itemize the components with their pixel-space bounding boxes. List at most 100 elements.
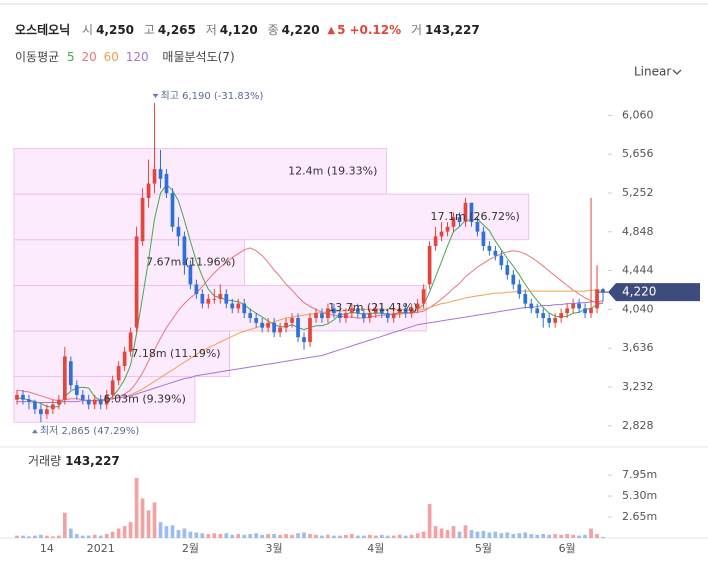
volume-bar — [535, 534, 540, 538]
volume-bar — [367, 534, 372, 538]
candle-body — [152, 169, 157, 184]
volume-bar — [92, 534, 97, 538]
volume-bar — [33, 535, 37, 538]
volume-bar — [361, 535, 366, 538]
volume-bar — [158, 522, 163, 538]
volume-bar — [140, 498, 145, 538]
profile-bar — [13, 330, 230, 378]
candle-body — [15, 394, 19, 400]
candle-body — [559, 313, 564, 319]
volume-title-label: 거래량 — [28, 454, 61, 468]
candle-body — [308, 318, 312, 343]
candle-body — [74, 385, 79, 395]
candle-body — [158, 169, 163, 179]
volume-bar — [320, 535, 324, 538]
volume-bar — [475, 531, 480, 538]
volume-bar — [541, 534, 546, 538]
ma-legend: 60 — [104, 50, 119, 64]
candle-body — [194, 284, 199, 295]
volume-bar — [583, 534, 587, 538]
volume-bar — [56, 535, 61, 538]
volume-bar — [469, 530, 474, 538]
x-tick-label: 2021 — [87, 542, 115, 555]
candle-body — [164, 173, 169, 194]
volume-bar — [445, 530, 450, 538]
y-tick-label: 6,060 — [622, 108, 654, 121]
volume-bar — [110, 531, 115, 538]
x-tick-label: 5월 — [475, 542, 492, 555]
candle-body — [98, 399, 103, 405]
candle-body — [511, 274, 516, 285]
candle-body — [224, 294, 229, 304]
volume-bar — [242, 534, 247, 538]
candle-body — [367, 313, 372, 319]
candle-body — [134, 236, 139, 328]
volume-bar — [350, 534, 354, 538]
field-label: 저 — [206, 23, 217, 37]
volume-bar — [164, 526, 169, 538]
candle-body — [302, 337, 306, 343]
profile-title[interactable]: 매물분석도(7) — [162, 50, 234, 64]
volume-bar — [391, 535, 396, 538]
chevron[interactable] — [672, 69, 682, 75]
y-tick-label: 2,828 — [622, 419, 654, 432]
candle-body — [242, 303, 247, 314]
volume-bar — [499, 533, 504, 538]
candle-body — [290, 318, 294, 323]
candle-body — [33, 401, 37, 410]
volume-summary: 143,227 — [65, 454, 120, 468]
volume-bar — [553, 534, 558, 538]
volume-bar — [517, 533, 522, 538]
volume-tick-label: 7.95m — [622, 468, 657, 481]
profile-label: 12.4m (19.33%) — [288, 164, 377, 177]
volume-bar — [224, 533, 229, 538]
candle-body — [272, 322, 276, 333]
scale-dropdown[interactable]: Linear — [634, 65, 682, 79]
candle-body — [338, 313, 342, 319]
volume-label: 거 — [411, 23, 422, 37]
profile-label: 6.03m (9.39%) — [104, 392, 186, 405]
volume-bar — [152, 502, 157, 538]
header: 오스테오닉 시 4,250 고 4,265 저 4,120 종 4,220 ▲ 5 +0.1… — [15, 22, 480, 37]
volume-title: 거래량 143,227 — [28, 454, 120, 468]
volume-bar — [236, 534, 241, 538]
ma-line — [17, 300, 604, 403]
volume-bar — [51, 536, 55, 538]
profile-label: 7.18m (11.19%) — [131, 347, 220, 360]
candle-body — [128, 332, 133, 352]
volume-bar — [481, 530, 486, 538]
candle-body — [499, 255, 504, 266]
volume-bar — [290, 534, 294, 538]
candle-body — [326, 308, 330, 319]
scale-label[interactable]: Linear — [634, 65, 671, 79]
profile-label: 17.1m (26.72%) — [431, 210, 520, 223]
profile-label: 13.7m (21.41%) — [328, 301, 417, 314]
volume-bar — [332, 535, 336, 538]
indicator-legend: 이동평균 5 20 60 120 매물분석도(7) — [15, 50, 235, 64]
candle-body — [571, 303, 575, 309]
volume-bar — [547, 534, 552, 538]
field-label: 종 — [268, 23, 279, 37]
candle-body — [433, 236, 438, 246]
candle-body — [523, 294, 528, 304]
volume-bar — [529, 534, 534, 538]
candle-body — [56, 399, 61, 405]
field-value: 4,120 — [220, 23, 258, 37]
volume-bar — [308, 534, 312, 538]
candle-body — [206, 298, 211, 304]
candle-body — [110, 380, 115, 395]
candle-body — [535, 308, 540, 314]
candle-body — [51, 404, 55, 410]
volume-bar — [248, 534, 253, 538]
volume-bar — [68, 528, 73, 538]
candle-body — [595, 289, 599, 309]
candle-body — [146, 183, 151, 198]
candle-body — [314, 313, 318, 319]
annotation-marker — [152, 93, 159, 98]
volume-bar — [379, 534, 384, 538]
candle-body — [218, 294, 223, 299]
volume-bar — [80, 535, 85, 538]
ma-title: 이동평균 — [15, 50, 59, 64]
ma-legend: 5 — [67, 50, 75, 64]
volume-bar — [314, 534, 318, 538]
